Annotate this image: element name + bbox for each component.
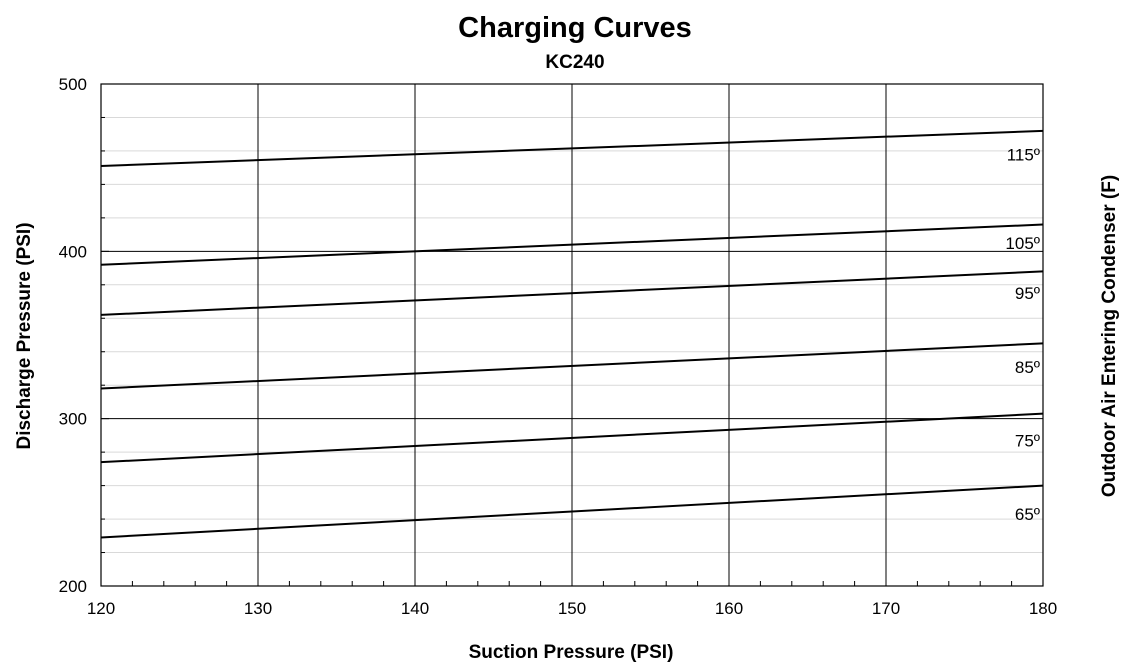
y-tick-labels: 200 300 400 500 — [59, 75, 87, 596]
y-tick-label-400: 400 — [59, 242, 87, 261]
curve-65 — [100, 484, 1044, 539]
curves — [100, 129, 1044, 539]
curve-label-95: 95º — [1015, 284, 1040, 303]
major-grid — [101, 84, 1043, 586]
curve-labels: 115º 105º 95º 85º 75º 65º — [1005, 145, 1040, 524]
x-tick-label-150: 150 — [558, 599, 586, 618]
curve-75 — [100, 412, 1044, 464]
x-axis-label: Suction Pressure (PSI) — [469, 642, 674, 663]
curve-label-85: 85º — [1015, 358, 1040, 377]
x-tick-label-140: 140 — [401, 599, 429, 618]
y-tick-label-300: 300 — [59, 410, 87, 429]
y-tick-label-200: 200 — [59, 577, 87, 596]
x-tick-label-120: 120 — [87, 599, 115, 618]
x-tick-labels: 120 130 140 150 160 170 180 — [87, 599, 1057, 618]
x-tick-label-180: 180 — [1029, 599, 1057, 618]
curve-85 — [100, 342, 1044, 390]
x-tick-label-160: 160 — [715, 599, 743, 618]
curve-label-65: 65º — [1015, 505, 1040, 524]
curve-label-105: 105º — [1005, 234, 1040, 253]
curve-95 — [100, 270, 1044, 316]
y-axis-label: Discharge Pressure (PSI) — [14, 222, 35, 449]
curve-115 — [100, 129, 1044, 167]
curve-label-75: 75º — [1015, 431, 1040, 450]
x-tick-label-130: 130 — [244, 599, 272, 618]
x-tick-label-170: 170 — [872, 599, 900, 618]
curve-label-115: 115º — [1007, 145, 1040, 164]
curve-105 — [100, 223, 1044, 266]
y2-axis-label: Outdoor Air Entering Condenser (F) — [1099, 175, 1120, 497]
chart-title: Charging Curves — [458, 12, 692, 44]
y-tick-label-500: 500 — [59, 75, 87, 94]
axis-ticks — [100, 83, 1044, 587]
chart-subtitle: KC240 — [545, 52, 604, 73]
